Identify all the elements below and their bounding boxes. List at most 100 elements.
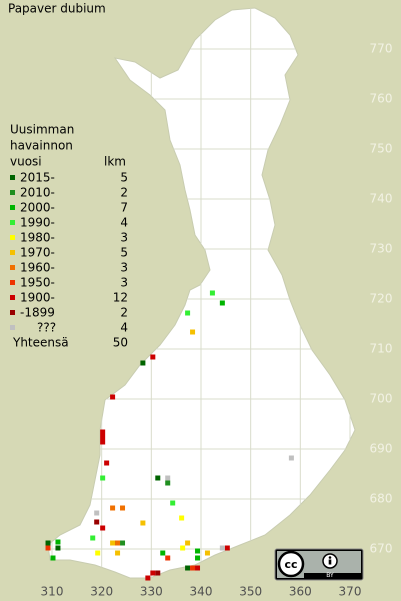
legend-count: 4 [120, 321, 128, 335]
observation [160, 550, 166, 556]
y-tick-label: 700 [370, 392, 393, 406]
legend-label: 1990- [20, 216, 55, 230]
y-tick-label: 750 [370, 142, 393, 156]
x-tick-label: 360 [289, 585, 312, 599]
cc-text: cc [284, 558, 297, 571]
observation [110, 394, 116, 400]
observation [45, 540, 51, 546]
count-header: lkm [104, 155, 126, 169]
observation [110, 505, 116, 511]
y-tick-label: 720 [370, 292, 393, 306]
legend-swatch [10, 325, 15, 330]
legend-swatch [10, 190, 15, 195]
legend-swatch [10, 280, 15, 285]
observation [110, 540, 116, 546]
observation [155, 570, 161, 576]
legend-count: 5 [120, 171, 128, 185]
legend-label: 1980- [20, 231, 55, 245]
legend-swatch [10, 265, 15, 270]
legend: 2015- 5 2010- 2 2000- 7 1990- 4 1980- 3 1970- 5 1960… [10, 171, 128, 335]
y-tick-label: 710 [370, 342, 393, 356]
observation [55, 539, 61, 545]
cc-icon [277, 550, 305, 578]
y-tick-label: 760 [370, 92, 393, 106]
legend-swatch [10, 175, 15, 180]
legend-count: 4 [120, 216, 128, 230]
observation [185, 540, 191, 546]
observation [170, 500, 176, 506]
observation [45, 545, 51, 551]
observation [185, 310, 191, 316]
legend-swatch [10, 250, 15, 255]
observation [209, 290, 215, 296]
legend-count: 2 [120, 186, 128, 200]
observation [90, 535, 96, 541]
observation [55, 545, 61, 551]
observation [95, 550, 101, 556]
observation [219, 300, 225, 306]
observation [145, 575, 151, 581]
legend-label: 1900- [20, 291, 55, 305]
observation [100, 429, 106, 435]
observation [100, 439, 106, 445]
observation [115, 540, 121, 546]
legend-count: 12 [113, 291, 128, 305]
x-tick-label: 370 [339, 585, 362, 599]
observation [190, 329, 196, 335]
observation [100, 475, 106, 481]
observation [115, 550, 121, 556]
observation [288, 455, 294, 461]
legend-title: Uusimman [10, 123, 74, 137]
observation [190, 565, 196, 571]
legend-count: 5 [120, 246, 128, 260]
observation [120, 505, 126, 511]
y-tick-label: 690 [370, 442, 393, 456]
by-icon-head [328, 556, 332, 559]
observation [140, 360, 146, 366]
legend-count: 3 [120, 261, 128, 275]
legend-label: 2010- [20, 186, 55, 200]
by-text: BY [326, 572, 334, 579]
observation [50, 555, 56, 561]
y-tick-label: 680 [370, 492, 393, 506]
observation [179, 515, 185, 521]
y-tick-label: 770 [370, 42, 393, 56]
legend-count: 3 [120, 231, 128, 245]
x-tick-label: 330 [140, 585, 163, 599]
legend-count: 7 [120, 201, 128, 215]
observation [100, 525, 106, 531]
observation [219, 545, 225, 551]
legend-label: -1899 [20, 306, 55, 320]
legend-swatch [10, 295, 15, 300]
badge-strip [304, 573, 361, 578]
observation [224, 545, 230, 551]
legend-label: 1950- [20, 276, 55, 290]
observation [155, 475, 161, 481]
observation [100, 434, 106, 440]
observation [150, 570, 156, 576]
observation [104, 460, 110, 466]
legend-count: 3 [120, 276, 128, 290]
x-tick-label: 310 [41, 585, 64, 599]
legend-label: ??? [37, 321, 56, 335]
legend-swatch [10, 235, 15, 240]
observation [185, 565, 191, 571]
observation [165, 475, 171, 481]
legend-title: vuosi [10, 155, 42, 169]
legend-swatch [10, 205, 15, 210]
observation [94, 510, 100, 516]
observation [195, 555, 201, 561]
observation [165, 555, 171, 561]
total: 50 [113, 336, 128, 350]
observation [140, 520, 146, 526]
title: Papaver dubium [8, 2, 106, 16]
observation [94, 519, 100, 525]
observation [195, 548, 201, 554]
total-label: Yhteensä [12, 336, 69, 350]
observation [204, 550, 210, 556]
legend-label: 1960- [20, 261, 55, 275]
observation [195, 565, 201, 571]
legend-label: 2000- [20, 201, 55, 215]
